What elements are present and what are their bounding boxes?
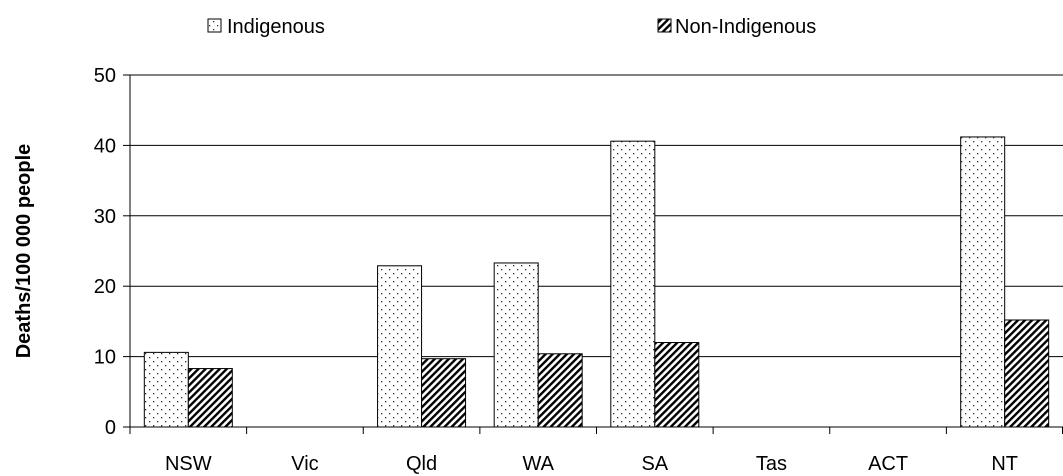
bar-indigenous-nsw: [143, 351, 189, 428]
legend-swatch-non-indigenous: [657, 18, 672, 33]
bar-non-indigenous-sa: [654, 342, 700, 428]
y-tick-label: 40: [94, 135, 116, 157]
x-tick-label: Tas: [756, 453, 787, 475]
x-tick-label: NT: [991, 453, 1018, 475]
legend-label-indigenous: Indigenous: [227, 16, 325, 38]
x-tick-label: ACT: [868, 453, 908, 475]
y-tick-label: 0: [105, 417, 116, 439]
bar-non-indigenous-qld: [421, 358, 467, 428]
y-tick-label: 10: [94, 347, 116, 369]
y-axis-title: Deaths/100 000 people: [13, 144, 35, 359]
legend: Indigenous Non-Indigenous: [207, 16, 816, 38]
x-tick-label: Vic: [291, 453, 318, 475]
bar-non-indigenous-nsw: [187, 368, 233, 428]
gridlines: [130, 74, 1063, 358]
bar-indigenous-wa: [493, 262, 539, 428]
x-tick-label: NSW: [165, 453, 212, 475]
bar-non-indigenous-wa: [537, 353, 583, 428]
y-tick-label: 20: [94, 276, 116, 298]
y-tick-label: 30: [94, 206, 116, 228]
x-tick-label: SA: [641, 453, 668, 475]
bar-indigenous-nt: [960, 136, 1006, 428]
bars: [143, 136, 1050, 428]
y-tick-label: 50: [94, 65, 116, 87]
x-tick-label: Qld: [406, 453, 437, 475]
tick-labels: 0 10 20 30 40 50 NSW Vic Qld WA SA Tas ACT NT: [94, 65, 1018, 475]
legend-label-non-indigenous: Non-Indigenous: [675, 16, 816, 38]
bar-indigenous-qld: [377, 265, 423, 428]
axes: [123, 74, 1063, 434]
legend-swatch-indigenous: [207, 18, 222, 33]
bar-indigenous-sa: [610, 140, 656, 428]
bar-non-indigenous-nt: [1004, 319, 1050, 428]
x-tick-label: WA: [522, 453, 554, 475]
